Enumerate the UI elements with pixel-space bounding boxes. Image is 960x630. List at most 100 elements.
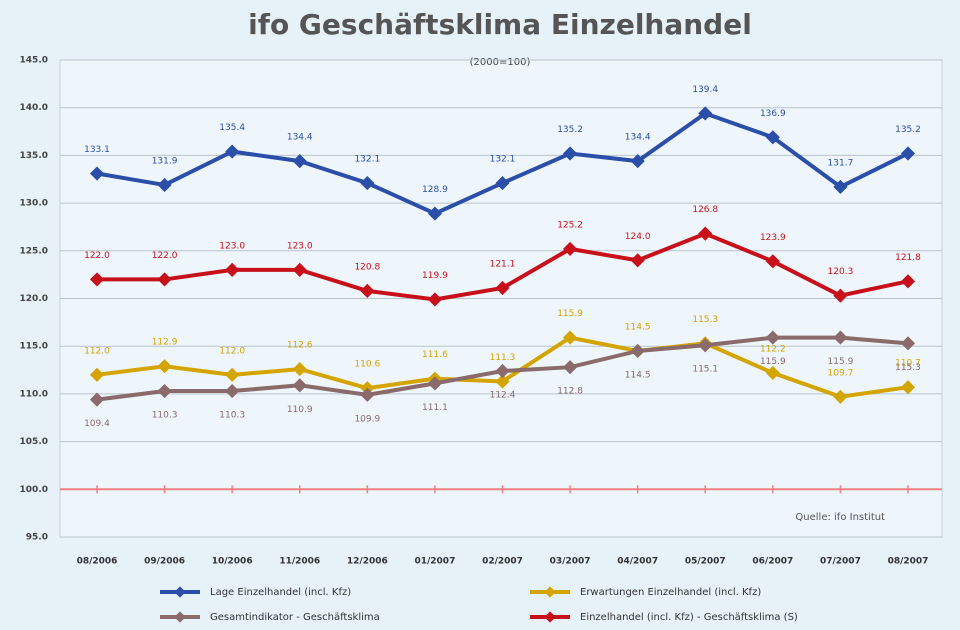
- data-label: 115.3: [692, 315, 718, 325]
- y-tick-label: 100.0: [20, 485, 48, 495]
- y-tick-label: 125.0: [20, 246, 48, 256]
- marker: [698, 338, 713, 353]
- data-label: 110.3: [219, 411, 245, 421]
- marker: [563, 360, 578, 375]
- marker: [563, 241, 578, 256]
- data-label: 132.1: [490, 155, 516, 165]
- x-tick-label: 08/2006: [77, 557, 118, 567]
- marker: [630, 343, 645, 359]
- marker: [360, 283, 375, 298]
- data-label: 132.1: [354, 155, 380, 165]
- marker: [360, 387, 375, 402]
- y-tick-label: 145.0: [20, 56, 48, 66]
- data-label: 115.9: [828, 357, 854, 367]
- data-label: 112.0: [84, 346, 110, 356]
- marker: [563, 330, 578, 345]
- x-tick-label: 12/2006: [347, 557, 388, 567]
- marker: [225, 262, 240, 277]
- x-tick-label: 10/2006: [212, 557, 253, 567]
- data-label: 115.9: [557, 309, 583, 319]
- data-label: 109.7: [828, 368, 854, 378]
- marker: [292, 262, 307, 277]
- data-label: 112.0: [219, 346, 245, 356]
- marker: [427, 206, 442, 221]
- data-label: 122.0: [152, 251, 178, 261]
- x-tick-label: 08/2007: [888, 557, 929, 567]
- data-label: 123.9: [760, 233, 786, 243]
- marker: [833, 389, 848, 404]
- marker: [900, 274, 916, 289]
- marker: [495, 363, 510, 379]
- data-label: 120.8: [354, 262, 380, 272]
- data-label: 135.4: [219, 123, 245, 133]
- y-tick-label: 115.0: [20, 342, 48, 352]
- data-label: 114.5: [625, 370, 651, 380]
- chart-subtitle: (2000=100): [470, 57, 531, 68]
- data-label: 133.1: [84, 145, 110, 155]
- data-label: 121.8: [895, 253, 921, 263]
- data-label: 115.3: [895, 363, 921, 373]
- x-tick-label: 03/2007: [550, 557, 591, 567]
- data-label: 135.2: [557, 125, 583, 135]
- y-tick-label: 120.0: [20, 294, 48, 304]
- data-label: 112.9: [152, 338, 178, 348]
- marker: [563, 146, 578, 161]
- x-tick-label: 02/2007: [482, 557, 523, 567]
- data-label: 111.3: [490, 353, 516, 363]
- marker: [225, 144, 240, 159]
- marker: [292, 154, 307, 169]
- data-label: 110.6: [354, 360, 380, 370]
- data-label: 115.9: [760, 357, 786, 367]
- marker: [698, 106, 713, 121]
- y-tick-label: 95.0: [26, 533, 48, 543]
- data-label: 112.8: [557, 387, 583, 397]
- legend-label: Lage Einzelhandel (incl. Kfz): [210, 587, 351, 598]
- data-label: 131.7: [828, 158, 854, 168]
- marker: [765, 254, 780, 269]
- marker: [833, 288, 848, 303]
- data-label: 119.9: [422, 271, 448, 281]
- marker: [630, 253, 645, 268]
- marker: [698, 226, 713, 241]
- legend-marker: [544, 586, 556, 598]
- data-label: 139.4: [692, 85, 718, 95]
- x-tick-label: 06/2007: [752, 557, 793, 567]
- marker: [495, 374, 510, 389]
- data-label: 121.1: [490, 260, 516, 270]
- y-tick-label: 140.0: [20, 103, 48, 113]
- marker: [225, 367, 240, 382]
- data-label: 109.4: [84, 419, 110, 429]
- data-label: 135.2: [895, 125, 921, 135]
- data-label: 109.9: [354, 414, 380, 424]
- legend-label: Einzelhandel (incl. Kfz) - Geschäftsklim…: [580, 612, 798, 623]
- x-tick-label: 09/2006: [144, 557, 185, 567]
- marker: [157, 177, 172, 193]
- data-label: 112.2: [760, 344, 786, 354]
- marker: [225, 383, 240, 399]
- marker: [495, 280, 510, 296]
- legend-marker: [174, 611, 186, 623]
- marker: [495, 175, 510, 191]
- data-label: 123.0: [287, 241, 313, 251]
- x-tick-label: 05/2007: [685, 557, 726, 567]
- legend-marker: [544, 611, 556, 623]
- chart-title: ifo Geschäftsklima Einzelhandel: [248, 8, 752, 41]
- x-tick-label: 07/2007: [820, 557, 861, 567]
- data-label: 110.9: [287, 405, 313, 415]
- data-label: 123.0: [219, 241, 245, 251]
- marker: [900, 146, 916, 161]
- data-label: 114.5: [625, 322, 651, 332]
- marker: [900, 336, 916, 351]
- data-label: 120.3: [828, 267, 854, 277]
- data-label: 125.2: [557, 220, 583, 230]
- data-label: 128.9: [422, 185, 448, 195]
- legend-marker: [174, 586, 186, 598]
- x-tick-label: 11/2006: [279, 557, 320, 567]
- marker: [89, 272, 105, 287]
- marker: [292, 362, 307, 377]
- y-tick-label: 130.0: [20, 199, 48, 209]
- marker: [765, 330, 780, 345]
- data-label: 131.9: [152, 156, 178, 166]
- data-label: 136.9: [760, 109, 786, 119]
